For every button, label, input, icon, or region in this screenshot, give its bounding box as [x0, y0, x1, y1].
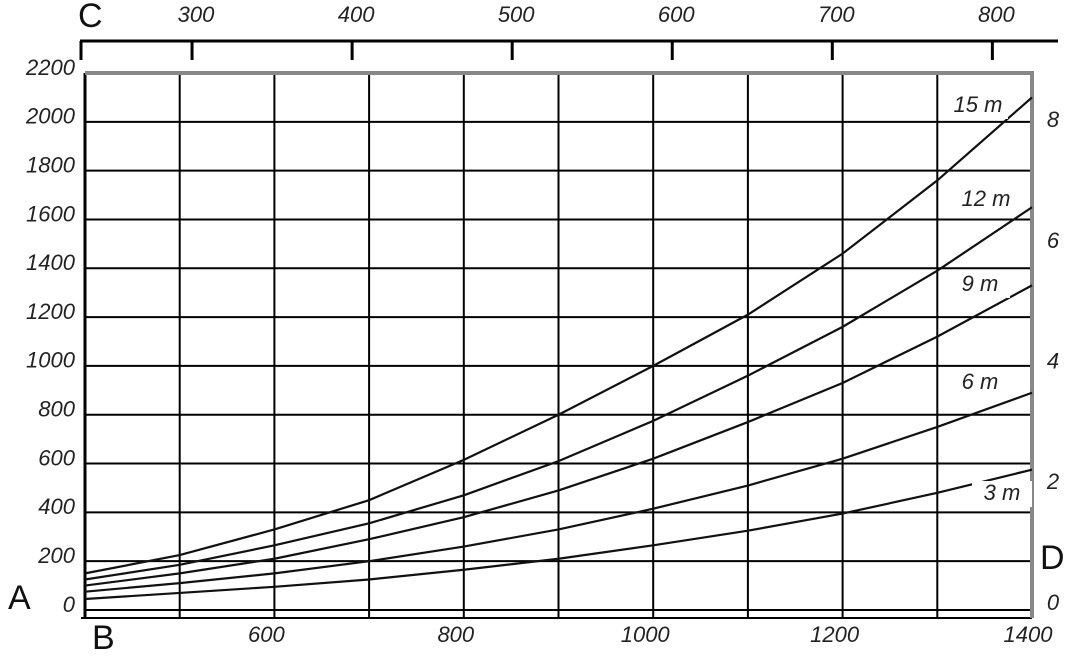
- series-line: [84, 96, 1033, 575]
- y2-tick-label: 2: [1046, 469, 1059, 494]
- y2-tick-label: 0: [1047, 590, 1060, 615]
- y-tick-label: 0: [63, 592, 76, 617]
- x-tick-label: 1400: [1004, 622, 1054, 647]
- y-tick-label: 200: [37, 543, 75, 568]
- series-label: 9 m: [962, 271, 999, 296]
- y2-axis-label: D: [1040, 539, 1065, 577]
- series-label: 12 m: [962, 186, 1011, 211]
- y-tick-label: 600: [38, 445, 75, 470]
- y2-tick-label: 4: [1047, 348, 1059, 373]
- series-line: [84, 468, 1033, 601]
- y-tick-label: 1800: [26, 152, 76, 177]
- x-tick-label: 1000: [621, 622, 671, 647]
- x-tick-label: 600: [248, 622, 285, 647]
- x-tick-label: 1200: [810, 622, 860, 647]
- y-tick-label: 1000: [26, 348, 76, 373]
- x2-tick-label: 700: [818, 2, 855, 27]
- series-label: 6 m: [962, 369, 999, 394]
- x2-tick-label: 600: [658, 2, 695, 27]
- y-tick-label: 1400: [26, 250, 76, 275]
- x2-tick-label: 400: [338, 2, 375, 27]
- y-tick-label: 1200: [26, 299, 76, 324]
- x-tick-label: 800: [437, 622, 474, 647]
- series-label: 15 m: [954, 92, 1003, 117]
- series-line: [84, 206, 1033, 581]
- y2-tick-label: 8: [1047, 107, 1060, 132]
- y-tick-label: 2000: [25, 104, 76, 129]
- y-tick-label: 1600: [26, 201, 76, 226]
- y-tick-label: 400: [38, 494, 75, 519]
- x2-axis-label: C: [78, 0, 103, 35]
- y-tick-label: 2200: [25, 55, 76, 80]
- series-line: [84, 284, 1033, 587]
- x2-tick-label: 300: [178, 2, 215, 27]
- y-tick-label: 800: [38, 397, 75, 422]
- series-label-bg: [950, 272, 1010, 298]
- series-label-bg: [972, 481, 1032, 507]
- y2-tick-label: 6: [1047, 228, 1060, 253]
- series-label-bg: [956, 187, 1016, 213]
- series-label: 3 m: [984, 480, 1021, 505]
- x2-tick-label: 800: [978, 2, 1015, 27]
- x-axis-label: B: [92, 619, 115, 657]
- y-axis-label: A: [8, 579, 31, 617]
- x2-tick-label: 500: [498, 2, 535, 27]
- series-label-bg: [948, 93, 1008, 119]
- series-line: [84, 391, 1033, 593]
- series-label-bg: [950, 370, 1010, 396]
